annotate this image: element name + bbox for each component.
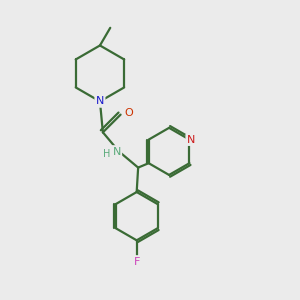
Text: N: N bbox=[187, 135, 195, 145]
Text: F: F bbox=[134, 256, 140, 266]
Text: H: H bbox=[103, 149, 110, 160]
Text: N: N bbox=[96, 96, 104, 106]
Text: O: O bbox=[124, 108, 133, 118]
Text: N: N bbox=[112, 146, 121, 157]
